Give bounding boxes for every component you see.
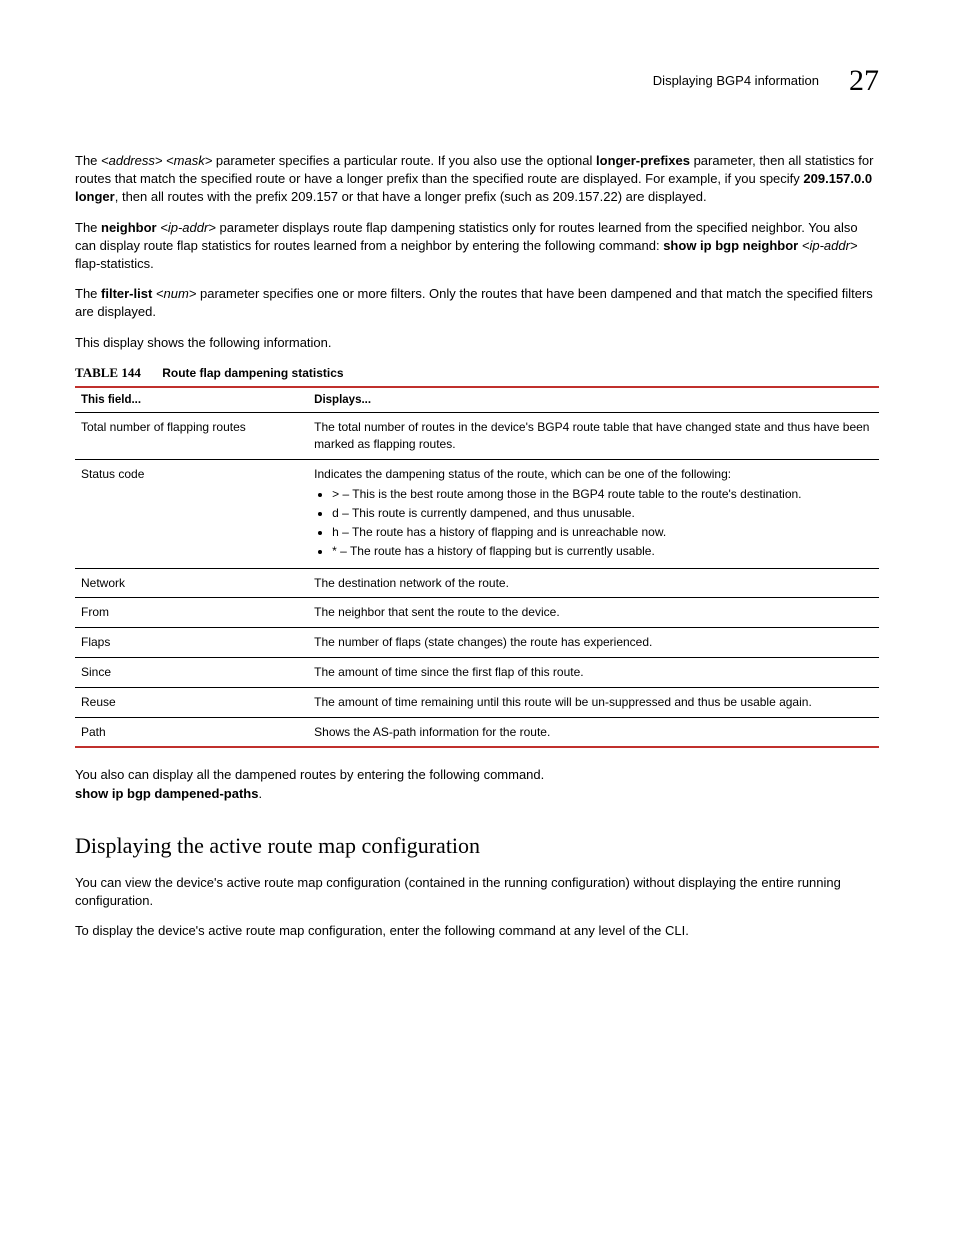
- table-row: Total number of flapping routes The tota…: [75, 412, 879, 459]
- list-item: h – The route has a history of flapping …: [332, 524, 873, 541]
- section-p1: You can view the device's active route m…: [75, 874, 879, 910]
- header-title: Displaying BGP4 information: [653, 72, 819, 90]
- list-item: > – This is the best route among those i…: [332, 486, 873, 503]
- table-caption: TABLE 144 Route flap dampening statistic…: [75, 364, 879, 382]
- table-desc: Route flap dampening statistics: [162, 366, 343, 380]
- table-row: Flaps The number of flaps (state changes…: [75, 628, 879, 658]
- table-row: From The neighbor that sent the route to…: [75, 598, 879, 628]
- section-heading: Displaying the active route map configur…: [75, 831, 879, 862]
- paragraph-intro: This display shows the following informa…: [75, 334, 879, 352]
- section-p2: To display the device's active route map…: [75, 922, 879, 940]
- table-label: TABLE 144: [75, 365, 141, 380]
- page-header: Displaying BGP4 information 27: [75, 60, 879, 102]
- list-item: d – This route is currently dampened, an…: [332, 505, 873, 522]
- paragraph-after-table: You also can display all the dampened ro…: [75, 766, 879, 802]
- list-item: * – The route has a history of flapping …: [332, 543, 873, 560]
- col-displays: Displays...: [308, 387, 879, 413]
- table-row: Path Shows the AS-path information for t…: [75, 717, 879, 747]
- paragraph-filter: The filter-list <num> parameter specifie…: [75, 285, 879, 321]
- table-row: Reuse The amount of time remaining until…: [75, 687, 879, 717]
- col-field: This field...: [75, 387, 308, 413]
- status-bullets: > – This is the best route among those i…: [314, 486, 873, 559]
- table-row: Since The amount of time since the first…: [75, 657, 879, 687]
- table-row: Status code Indicates the dampening stat…: [75, 459, 879, 568]
- table-row: Network The destination network of the r…: [75, 568, 879, 598]
- page-number: 27: [849, 60, 879, 102]
- paragraph-neighbor: The neighbor <ip-addr> parameter display…: [75, 219, 879, 274]
- stats-table: This field... Displays... Total number o…: [75, 386, 879, 748]
- table-header-row: This field... Displays...: [75, 387, 879, 413]
- paragraph-address: The <address> <mask> parameter specifies…: [75, 152, 879, 207]
